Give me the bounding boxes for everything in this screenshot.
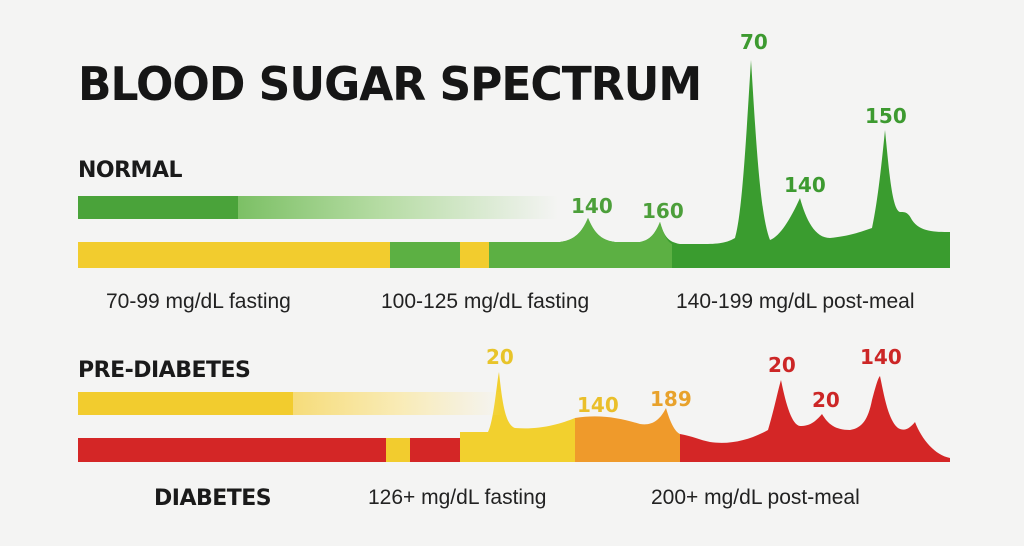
normal-bar-solid [78,196,238,219]
label-post-meal-high: 140-199 mg/dL post-meal [676,290,915,313]
section-label-diabetes: DIABETES [154,486,272,511]
peak-label-bottom-4: 20 [768,353,796,377]
prediabetes-waveform [460,372,575,462]
bar-segment-green-a [390,242,460,268]
bar-segment-yellow-b [386,438,410,462]
label-diabetes-fasting: 126+ mg/dL fasting [368,486,547,509]
orange-waveform [575,408,680,462]
peak-label-top-2: 160 [642,199,684,223]
chart-title: BLOOD SUGAR SPECTRUM [78,58,702,112]
label-normal-fasting: 70-99 mg/dL fasting [106,290,291,313]
bar-segment-yellow [460,242,489,268]
normal-waveform-light [489,218,672,268]
diabetes-fasting-bar [78,438,386,462]
bar-segment-red-b [410,438,460,462]
peak-label-bottom-6: 140 [860,345,902,369]
peak-label-bottom-3: 189 [650,387,692,411]
normal-bar-fade [238,196,558,219]
label-diabetes-post-meal: 200+ mg/dL post-meal [651,486,860,509]
normal-waveform [489,60,950,268]
section-label-normal: NORMAL [78,158,183,183]
peak-label-top-1: 140 [571,194,613,218]
section-label-pre-diabetes: PRE-DIABETES [78,358,251,383]
peak-label-top-5: 150 [865,104,907,128]
peak-label-bottom-5: 20 [812,388,840,412]
peak-label-bottom-2: 140 [577,393,619,417]
peak-label-top-4: 140 [784,173,826,197]
peak-label-bottom-1: 20 [486,345,514,369]
prediabetes-bar-solid [78,392,293,415]
peak-label-top-3: 70 [740,30,768,54]
diabetes-waveform [680,376,950,462]
prediabetes-fasting-bar [78,242,390,268]
label-pre-fasting: 100-125 mg/dL fasting [381,290,590,313]
prediabetes-bar-fade [293,392,503,415]
